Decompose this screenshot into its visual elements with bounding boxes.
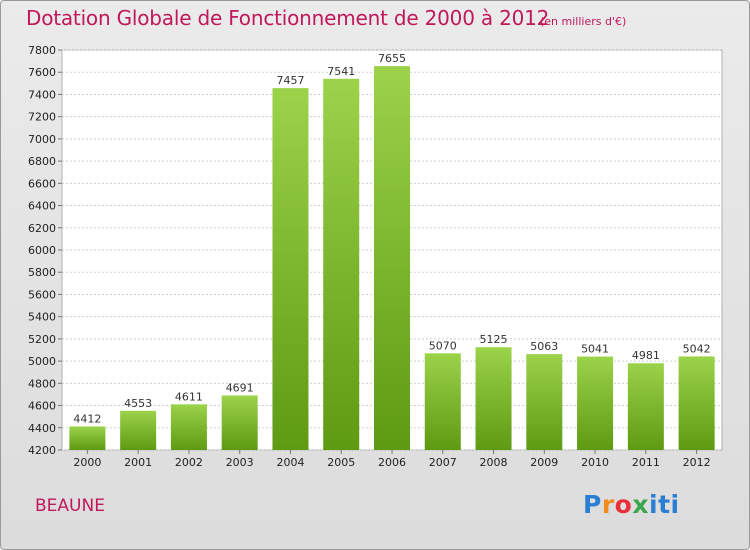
bar-2010 <box>577 356 614 450</box>
commune-name: BEAUNE <box>35 496 105 516</box>
bar-value-label: 4981 <box>632 349 660 362</box>
bar-2006 <box>374 66 410 450</box>
y-tick-label: 5800 <box>28 266 56 279</box>
y-tick-label: 5400 <box>28 311 56 324</box>
x-tick-label: 2011 <box>632 456 660 469</box>
x-tick-label: 2012 <box>683 456 711 469</box>
bar-value-label: 4412 <box>73 412 101 425</box>
bar-2001 <box>120 410 157 450</box>
y-tick-label: 7400 <box>28 88 56 101</box>
y-tick-label: 7600 <box>28 66 56 79</box>
y-tick-label: 4400 <box>28 422 56 435</box>
bar-2011 <box>627 363 664 450</box>
x-tick-label: 2007 <box>429 456 457 469</box>
bar-value-label: 7457 <box>276 74 304 87</box>
x-tick-label: 2001 <box>124 456 152 469</box>
bar-value-label: 4691 <box>226 381 254 394</box>
chart-title: Dotation Globale de Fonctionnement de 20… <box>26 6 550 30</box>
y-tick-label: 7000 <box>28 133 56 146</box>
y-tick-label: 6200 <box>28 222 56 235</box>
y-tick-label: 4800 <box>28 377 56 390</box>
y-tick-label: 6000 <box>28 244 56 257</box>
y-tick-label: 5600 <box>28 288 56 301</box>
bar-value-label: 5042 <box>683 342 711 355</box>
x-tick-label: 2009 <box>530 456 558 469</box>
bar-value-label: 5063 <box>530 340 558 353</box>
x-tick-label: 2010 <box>581 456 609 469</box>
x-tick-label: 2005 <box>327 456 355 469</box>
x-tick-label: 2003 <box>226 456 254 469</box>
bar-2009 <box>526 354 563 450</box>
x-tick-label: 2006 <box>378 456 406 469</box>
bar-value-label: 7541 <box>327 65 355 78</box>
bar-value-label: 5070 <box>429 339 457 352</box>
bar-2000 <box>69 426 106 450</box>
y-tick-label: 6400 <box>28 200 56 213</box>
bar-2007 <box>424 353 461 450</box>
x-tick-label: 2008 <box>480 456 508 469</box>
proxiti-logo: Proxiti <box>583 490 680 519</box>
bar-2003 <box>221 395 258 450</box>
y-tick-label: 5200 <box>28 333 56 346</box>
bar-2012 <box>678 356 715 450</box>
y-tick-label: 6800 <box>28 155 56 168</box>
bar-2004 <box>272 88 309 450</box>
y-tick-label: 4600 <box>28 400 56 413</box>
y-tick-label: 4200 <box>28 444 56 457</box>
y-tick-label: 7800 <box>28 44 56 57</box>
chart-subtitle: (en milliers d'€) <box>540 15 627 28</box>
x-tick-label: 2000 <box>73 456 101 469</box>
bar-value-label: 5125 <box>480 333 508 346</box>
bar-value-label: 5041 <box>581 343 609 356</box>
bar-value-label: 4553 <box>124 397 152 410</box>
y-tick-label: 6600 <box>28 177 56 190</box>
bar-value-label: 7655 <box>378 52 406 65</box>
bar-2005 <box>323 78 360 451</box>
bar-2008 <box>475 347 512 450</box>
x-tick-label: 2002 <box>175 456 203 469</box>
bar-2002 <box>170 404 207 450</box>
x-tick-label: 2004 <box>276 456 304 469</box>
bar-value-label: 4611 <box>175 390 203 403</box>
y-tick-label: 5000 <box>28 355 56 368</box>
y-tick-label: 7200 <box>28 111 56 124</box>
